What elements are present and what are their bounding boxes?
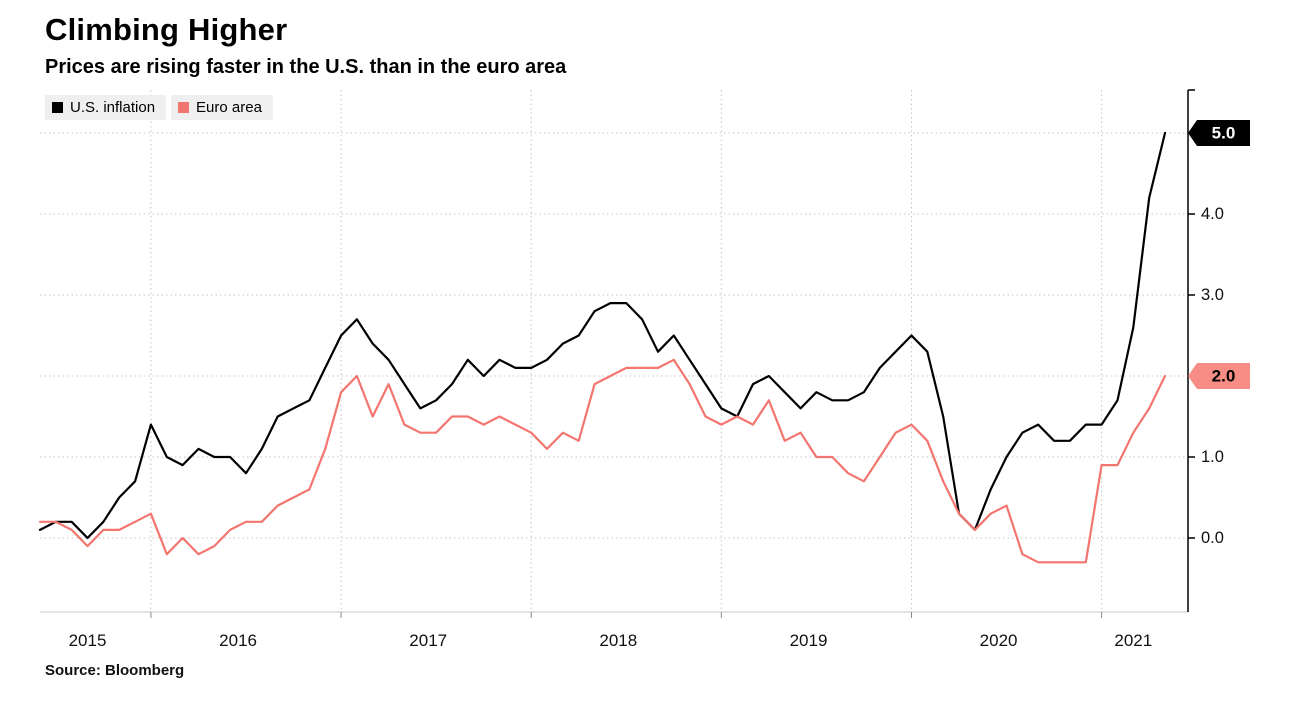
legend: U.S. inflation Euro area [45,95,273,120]
legend-item-us: U.S. inflation [45,95,167,120]
euro-end-value-badge: 2.0 [1188,363,1250,389]
chart-subtitle: Prices are rising faster in the U.S. tha… [45,56,567,78]
x-axis-label: 2019 [790,631,828,650]
svg-text:2.0: 2.0 [1212,367,1236,386]
x-axis-label: 2020 [980,631,1018,650]
us-series-swatch-icon [52,102,63,113]
euro-area-line [38,358,1167,564]
legend-label-us: U.S. inflation [70,99,156,116]
svg-text:5.0: 5.0 [1212,124,1236,143]
y-axis-label: 0.0 [1201,529,1224,547]
x-axis-label: 2017 [409,631,447,650]
us-end-value-badge: 5.0 [1188,120,1250,146]
legend-label-euro: Euro area [196,99,262,116]
legend-item-euro: Euro area [171,95,273,120]
x-axis-label: 2015 [69,631,107,650]
us-inflation-line [38,131,1167,540]
x-axis-label: 2021 [1114,631,1152,650]
chart-title: Climbing Higher [45,12,288,47]
x-axis-label: 2016 [219,631,257,650]
y-axis-label: 4.0 [1201,205,1224,223]
y-axis-label: 1.0 [1201,448,1224,466]
euro-series-swatch-icon [178,102,190,113]
y-axis-label: 3.0 [1201,286,1224,304]
x-axis-label: 2018 [599,631,637,650]
source-note: Source: Bloomberg [45,662,185,679]
